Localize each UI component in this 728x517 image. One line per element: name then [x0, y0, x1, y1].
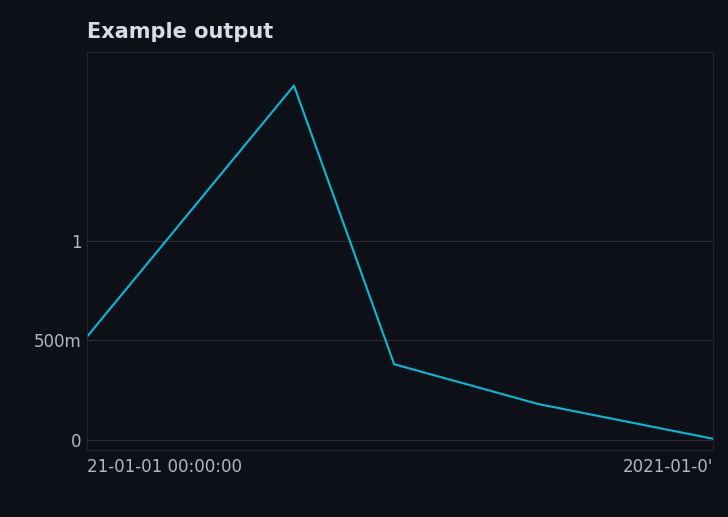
Text: Example output: Example output — [87, 22, 274, 42]
